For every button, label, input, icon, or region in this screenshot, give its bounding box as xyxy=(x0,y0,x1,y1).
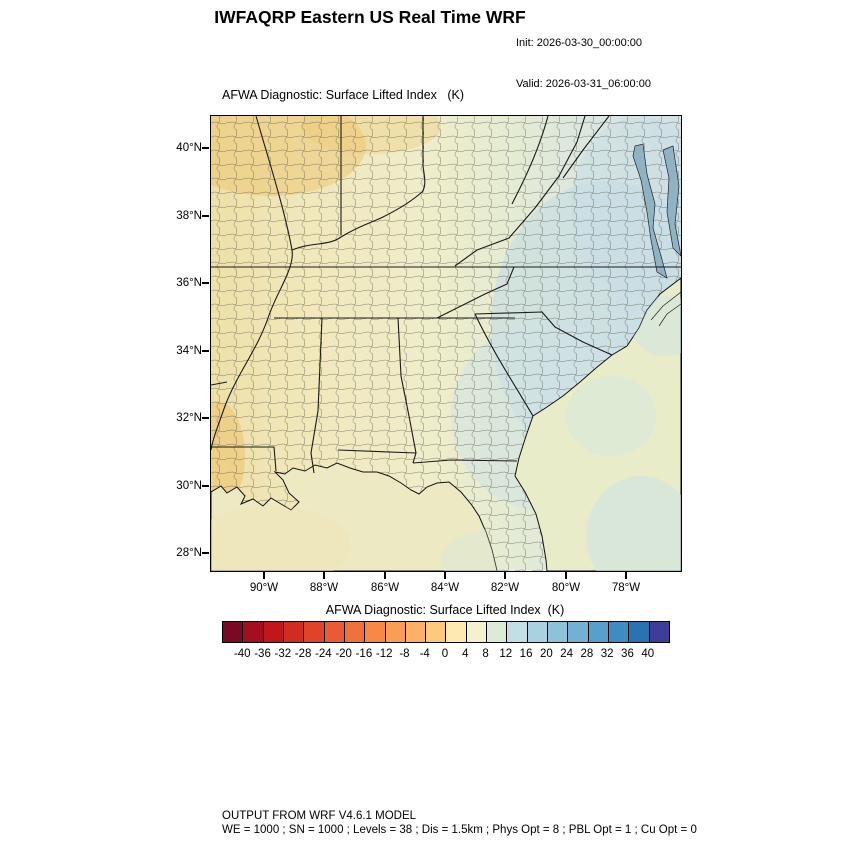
y-tick-mark xyxy=(202,282,209,284)
colorbar-cell xyxy=(527,622,548,642)
colorbar-tick-label: 24 xyxy=(560,648,574,660)
colorbar-tick-label: -8 xyxy=(399,648,410,660)
colorbar-tick-label: 0 xyxy=(441,648,449,660)
x-tick-mark xyxy=(444,572,446,579)
colorbar-tick-label: 4 xyxy=(462,648,469,660)
map-svg xyxy=(211,116,681,571)
colorbar-tick-label: 12 xyxy=(499,648,513,660)
y-tick-label: 36°N xyxy=(176,277,202,289)
colorbar-tick-label: 40 xyxy=(641,648,655,660)
colorbar-tick-label: -28 xyxy=(294,648,312,660)
atlantic-patches xyxy=(566,296,681,571)
colorbar-cell xyxy=(344,622,366,642)
x-tick-mark xyxy=(565,572,567,579)
colorbar-cell xyxy=(629,622,650,642)
y-tick-mark xyxy=(202,485,209,487)
colorbar-cell xyxy=(283,622,305,642)
colorbar-cell xyxy=(365,622,386,642)
colorbar-cell xyxy=(568,622,589,642)
colorbar-tick-label: -4 xyxy=(419,648,430,660)
colorbar-tick-label: -16 xyxy=(355,648,373,660)
x-tick-label: 86°W xyxy=(370,582,400,594)
colorbar-cell xyxy=(385,622,406,642)
colorbar-tick-label: 20 xyxy=(539,648,553,660)
run-metadata: Init: 2026-03-30_00:00:00 Valid: 2026-03… xyxy=(516,10,651,105)
gulf-patches xyxy=(211,506,497,571)
colorbar-cell xyxy=(405,622,427,642)
estuary-lines xyxy=(650,291,681,327)
colorbar-cell xyxy=(304,622,325,642)
colorbar-tick-label: -40 xyxy=(233,648,251,660)
colorbar-cell xyxy=(446,622,467,642)
colorbar-cell xyxy=(466,622,488,642)
colorbar-cell xyxy=(263,622,284,642)
footer-config-line: WE = 1000 ; SN = 1000 ; Levels = 38 ; Di… xyxy=(222,824,697,836)
x-tick-label: 80°W xyxy=(551,582,581,594)
y-tick-mark xyxy=(202,147,209,149)
x-tick-mark xyxy=(625,572,627,579)
x-tick-label: 90°W xyxy=(249,582,279,594)
x-tick-mark xyxy=(504,572,506,579)
colorbar-tick-label: -24 xyxy=(315,648,332,660)
x-tick-label: 82°W xyxy=(490,582,520,594)
y-tick-mark xyxy=(202,417,209,419)
y-tick-mark xyxy=(202,350,209,352)
colorbar-cell xyxy=(243,622,264,642)
colorbar-tick-label: 16 xyxy=(519,648,533,660)
valid-time: Valid: 2026-03-31_06:00:00 xyxy=(516,77,651,90)
map-title: AFWA Diagnostic: Surface Lifted Index (K… xyxy=(222,88,464,102)
x-tick-mark xyxy=(263,572,265,579)
y-tick-label: 40°N xyxy=(176,142,202,154)
y-tick-label: 32°N xyxy=(176,412,202,424)
x-tick-label: 84°W xyxy=(430,582,460,594)
page-title: IWFAQRP Eastern US Real Time WRF xyxy=(214,7,526,27)
colorbar-tick-label: 8 xyxy=(482,648,489,660)
chesapeake-bay xyxy=(632,143,681,279)
footer-model-line: OUTPUT FROM WRF V4.6.1 MODEL xyxy=(222,810,417,822)
colorbar xyxy=(222,621,670,643)
colorbar-cell xyxy=(507,622,528,642)
y-tick-mark xyxy=(202,215,209,217)
colorbar-cell xyxy=(608,622,630,642)
colorbar-cell xyxy=(548,622,569,642)
colorbar-cell xyxy=(426,622,447,642)
init-time: Init: 2026-03-30_00:00:00 xyxy=(516,37,642,49)
y-tick-mark xyxy=(202,552,209,554)
map xyxy=(210,115,682,572)
colorbar-tick-label: -32 xyxy=(274,648,292,660)
y-tick-label: 34°N xyxy=(176,345,202,357)
colorbar-tick-label: 36 xyxy=(621,648,634,660)
colorbar-cell xyxy=(487,622,508,642)
colorbar-cell xyxy=(649,622,669,642)
x-tick-label: 88°W xyxy=(309,582,339,594)
y-tick-label: 30°N xyxy=(176,480,202,492)
colorbar-cell xyxy=(588,622,609,642)
colorbar-label: AFWA Diagnostic: Surface Lifted Index (K… xyxy=(325,603,565,617)
colorbar-tick-label: 28 xyxy=(580,648,594,660)
y-tick-label: 38°N xyxy=(176,210,202,222)
x-tick-mark xyxy=(323,572,325,579)
x-tick-mark xyxy=(384,572,386,579)
colorbar-cell xyxy=(223,622,244,642)
state-boundaries xyxy=(211,116,681,474)
colorbar-tick-label: 32 xyxy=(600,648,614,660)
colorbar-cell xyxy=(324,622,345,642)
colorbar-tick-label: -12 xyxy=(375,648,393,660)
y-tick-label: 28°N xyxy=(176,547,202,559)
colorbar-tick-label: -20 xyxy=(335,648,352,660)
colorbar-tick-label: -36 xyxy=(254,648,271,660)
x-tick-label: 78°W xyxy=(611,582,641,594)
